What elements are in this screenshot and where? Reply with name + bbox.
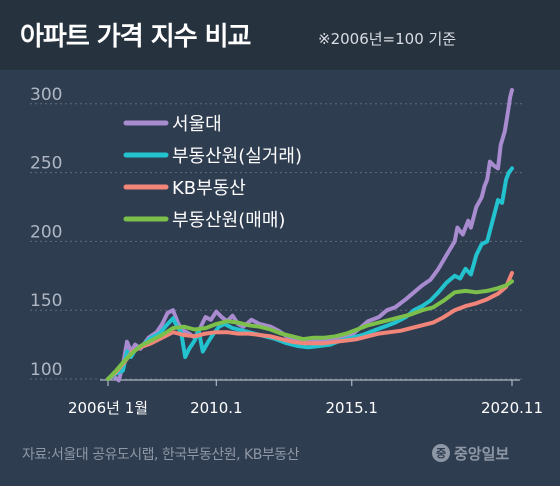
x-tick-label-0: 2006년 1월 [68, 399, 148, 417]
legend-label-1: 부동산원(실거래) [172, 146, 302, 167]
header-bar: 아파트 가격 지수 비교 ※2006년=100 기준 [0, 0, 560, 70]
brand-logo: 중 중앙일보 [432, 440, 509, 466]
series-line-1 [106, 166, 514, 381]
page-title: 아파트 가격 지수 비교 [20, 22, 251, 52]
legend-label-0: 서울대 [172, 114, 222, 135]
price-index-chart: 100 150 200 250 300 2006년 1월 2010.1 2015.1 2020.… [30, 85, 543, 417]
brand-mark-icon: 중 [432, 444, 450, 462]
footer: 자료:서울대 공유도시랩, 한국부동산원, KB부동산 중 중앙일보 [0, 432, 560, 486]
y-tick-label-300: 300 [30, 85, 62, 105]
series-line-0 [106, 88, 514, 383]
y-tick-label-100: 100 [30, 360, 62, 380]
page-subtitle: ※2006년=100 기준 [318, 30, 457, 48]
x-tick-label-2: 2015.1 [325, 399, 378, 417]
x-tick-label-1: 2010.1 [190, 399, 243, 417]
series-line-2 [106, 271, 514, 381]
legend-label-3: 부동산원(매매) [172, 210, 285, 231]
brand-name: 중앙일보 [454, 444, 510, 463]
x-tick-label-3: 2020.11 [481, 399, 543, 417]
y-tick-label-150: 150 [30, 291, 62, 311]
series-line-3 [106, 279, 514, 381]
legend-label-2: KB부동산 [172, 178, 246, 199]
y-tick-label-200: 200 [30, 222, 62, 242]
source-note: 자료:서울대 공유도시랩, 한국부동산원, KB부동산 [22, 447, 299, 463]
y-tick-label-250: 250 [30, 154, 62, 174]
